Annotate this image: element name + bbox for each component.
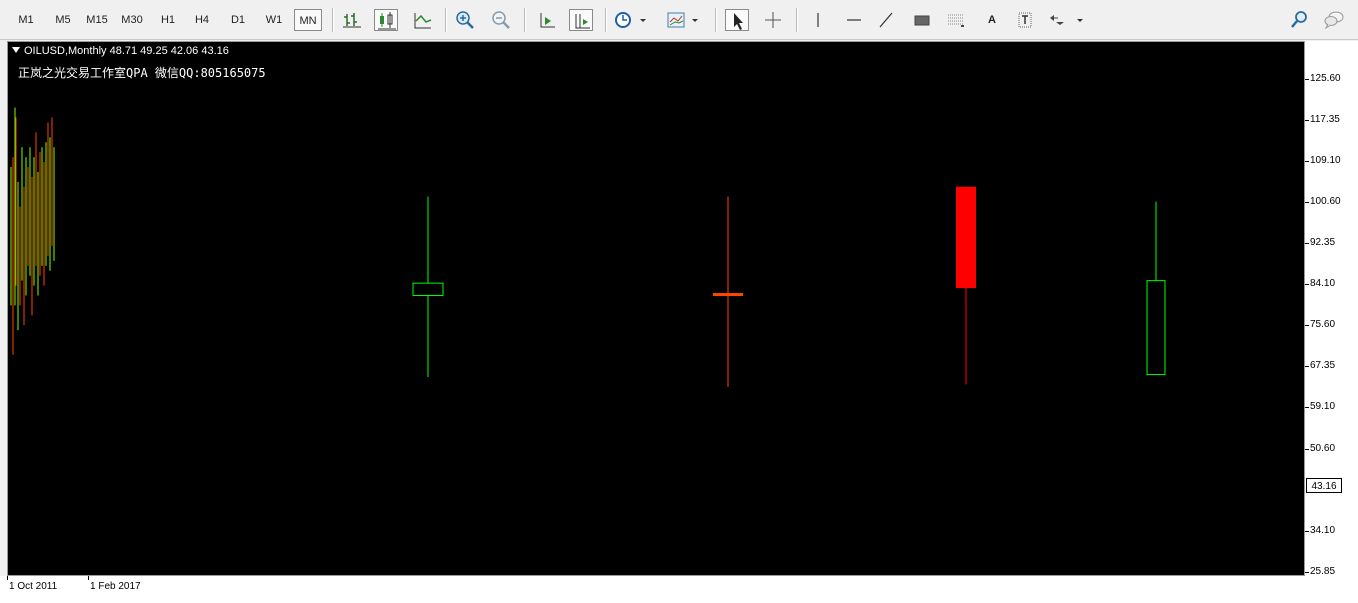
periods-dropdown-icon[interactable] xyxy=(637,9,649,31)
candle xyxy=(956,186,976,385)
arrows-icon[interactable] xyxy=(1046,9,1070,31)
chart-toolbar: M1 M5 M15 M30 H1 H4 D1 W1 MN xyxy=(0,0,1358,40)
trendline-icon[interactable] xyxy=(874,9,898,31)
timeframe-h4-button[interactable]: H4 xyxy=(194,14,210,26)
zoom-in-icon[interactable] xyxy=(453,9,477,31)
chart-canvas[interactable]: OILUSD,Monthly 48.71 49.25 42.06 43.16 正… xyxy=(7,41,1305,576)
time-label: 1 Oct 2011 xyxy=(9,581,58,592)
current-price-badge: 43.16 xyxy=(1306,478,1342,493)
price-label: 84.10 xyxy=(1310,278,1336,289)
line-chart-icon[interactable] xyxy=(411,9,435,31)
chart-watermark-text: 正岚之光交易工作室QPA 微信QQ:805165075 xyxy=(18,66,266,80)
price-label: 75.60 xyxy=(1310,319,1336,330)
templates-icon[interactable] xyxy=(665,9,689,31)
price-label: 59.10 xyxy=(1310,401,1336,412)
timeframe-m5-button[interactable]: M5 xyxy=(55,14,71,26)
chart-shift-icon[interactable] xyxy=(569,9,593,31)
price-axis: 125.60 117.35 109.10 100.60 92.35 84.10 … xyxy=(1305,41,1358,603)
candle xyxy=(1146,201,1166,376)
price-label: 34.10 xyxy=(1310,525,1336,536)
vertical-line-icon[interactable] xyxy=(806,9,830,31)
price-label: 125.60 xyxy=(1310,73,1341,84)
timeframe-m1-button[interactable]: M1 xyxy=(18,14,34,26)
crosshair-icon[interactable] xyxy=(761,9,785,31)
timeframe-m15-button[interactable]: M15 xyxy=(86,14,108,26)
historical-bars-cluster xyxy=(10,107,55,355)
horizontal-line-icon[interactable] xyxy=(842,9,866,31)
timeframe-w1-button[interactable]: W1 xyxy=(265,14,283,26)
candle-body xyxy=(713,293,743,297)
price-label: 92.35 xyxy=(1310,237,1336,248)
time-axis: 1 Oct 2011 1 Feb 2017 xyxy=(0,576,1305,603)
text-tool-button[interactable]: A xyxy=(988,14,996,26)
time-label: 1 Feb 2017 xyxy=(90,581,141,592)
cursor-arrow-icon[interactable] xyxy=(725,9,749,31)
fibonacci-icon[interactable] xyxy=(944,9,968,31)
price-label: 117.35 xyxy=(1310,114,1340,125)
periods-clock-icon[interactable] xyxy=(613,9,637,31)
price-label: 100.60 xyxy=(1310,196,1341,207)
timeframe-h1-button[interactable]: H1 xyxy=(160,14,176,26)
arrows-dropdown-icon[interactable] xyxy=(1074,9,1086,31)
zoom-out-icon[interactable] xyxy=(489,9,513,31)
symbol-line: OILUSD,Monthly 48.71 49.25 42.06 43.16 xyxy=(24,45,229,57)
price-label: 67.35 xyxy=(1310,360,1336,371)
price-label: 25.85 xyxy=(1310,566,1336,577)
candle-body xyxy=(1146,280,1166,376)
collapse-triangle-icon xyxy=(12,47,20,53)
timeframe-m30-button[interactable]: M30 xyxy=(121,14,143,26)
candle-body xyxy=(956,186,976,289)
chart-symbol-header: OILUSD,Monthly 48.71 49.25 42.06 43.16 xyxy=(12,45,229,57)
price-label: 50.60 xyxy=(1310,443,1336,454)
timeframe-d1-button[interactable]: D1 xyxy=(230,14,246,26)
search-icon[interactable] xyxy=(1288,9,1312,31)
templates-dropdown-icon[interactable] xyxy=(689,9,701,31)
candle xyxy=(412,196,444,378)
auto-scroll-icon[interactable] xyxy=(535,9,559,31)
candle-body xyxy=(412,282,444,296)
candle xyxy=(713,196,743,387)
bar-chart-icon[interactable] xyxy=(340,9,364,31)
price-label: 109.10 xyxy=(1310,155,1341,166)
candlestick-chart-icon[interactable] xyxy=(374,9,398,31)
rectangle-icon[interactable] xyxy=(910,9,934,31)
text-label-icon[interactable] xyxy=(1013,9,1037,31)
timeframe-mn-button[interactable]: MN xyxy=(294,9,322,31)
chat-icon[interactable] xyxy=(1322,9,1346,31)
candlestick-plot xyxy=(10,107,1166,387)
